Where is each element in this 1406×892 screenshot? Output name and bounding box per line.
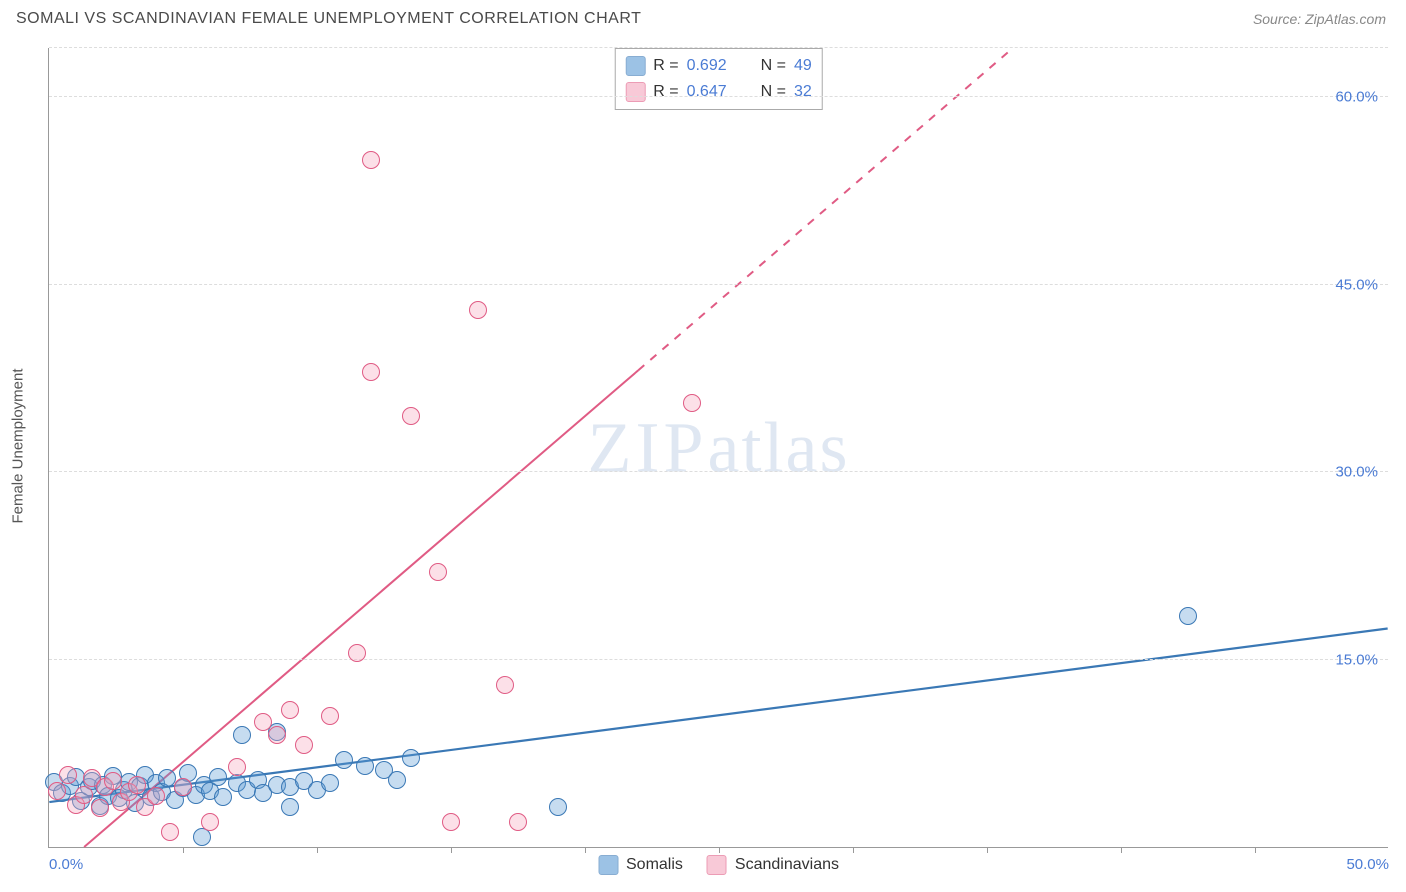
trend-lines-layer bbox=[49, 48, 1388, 847]
scatter-point-somalis bbox=[1179, 607, 1197, 625]
scatter-point-scandinavians bbox=[295, 736, 313, 754]
xtick bbox=[1255, 847, 1256, 853]
stats-row-somalis: R = 0.692 N = 49 bbox=[625, 53, 812, 79]
chart-source: Source: ZipAtlas.com bbox=[1253, 11, 1386, 27]
legend-item-somalis: Somalis bbox=[598, 855, 683, 875]
scatter-point-scandinavians bbox=[161, 823, 179, 841]
scatter-point-scandinavians bbox=[201, 813, 219, 831]
scatter-point-somalis bbox=[388, 771, 406, 789]
scatter-point-somalis bbox=[214, 788, 232, 806]
scatter-point-scandinavians bbox=[442, 813, 460, 831]
scatter-point-scandinavians bbox=[59, 766, 77, 784]
scatter-point-somalis bbox=[209, 768, 227, 786]
stats-swatch-somalis bbox=[625, 56, 645, 76]
xtick-label: 50.0% bbox=[1346, 856, 1389, 873]
stats-swatch-scandinavians bbox=[625, 82, 645, 102]
scatter-point-scandinavians bbox=[509, 813, 527, 831]
xtick bbox=[987, 847, 988, 853]
legend-item-scandinavians: Scandinavians bbox=[707, 855, 839, 875]
xtick bbox=[451, 847, 452, 853]
scatter-point-scandinavians bbox=[362, 363, 380, 381]
scatter-point-somalis bbox=[233, 726, 251, 744]
gridline-h bbox=[49, 47, 1388, 48]
scatter-point-somalis bbox=[356, 757, 374, 775]
scatter-point-scandinavians bbox=[128, 776, 146, 794]
xtick bbox=[1121, 847, 1122, 853]
chart-plot-area: ZIPatlas R = 0.692 N = 49 R = 0.647 N = … bbox=[48, 48, 1388, 848]
correlation-stats-box: R = 0.692 N = 49 R = 0.647 N = 32 bbox=[614, 48, 823, 110]
scatter-point-scandinavians bbox=[91, 799, 109, 817]
xtick bbox=[183, 847, 184, 853]
scatter-point-somalis bbox=[549, 798, 567, 816]
xtick bbox=[719, 847, 720, 853]
ytick-label: 30.0% bbox=[1335, 464, 1378, 481]
scatter-point-scandinavians bbox=[75, 786, 93, 804]
scatter-point-somalis bbox=[321, 774, 339, 792]
y-axis-label: Female Unemployment bbox=[10, 368, 27, 523]
chart-title: SOMALI VS SCANDINAVIAN FEMALE UNEMPLOYME… bbox=[16, 10, 641, 28]
scatter-point-scandinavians bbox=[104, 772, 122, 790]
gridline-h bbox=[49, 96, 1388, 97]
scatter-point-scandinavians bbox=[268, 726, 286, 744]
gridline-h bbox=[49, 284, 1388, 285]
scatter-point-scandinavians bbox=[362, 151, 380, 169]
scatter-point-scandinavians bbox=[281, 701, 299, 719]
chart-header: SOMALI VS SCANDINAVIAN FEMALE UNEMPLOYME… bbox=[0, 0, 1406, 34]
xtick bbox=[585, 847, 586, 853]
scatter-point-somalis bbox=[335, 751, 353, 769]
scatter-point-scandinavians bbox=[496, 676, 514, 694]
ytick-label: 15.0% bbox=[1335, 651, 1378, 668]
scatter-point-somalis bbox=[281, 798, 299, 816]
scatter-point-scandinavians bbox=[321, 707, 339, 725]
stats-row-scandinavians: R = 0.647 N = 32 bbox=[625, 79, 812, 105]
scatter-point-somalis bbox=[402, 749, 420, 767]
gridline-h bbox=[49, 659, 1388, 660]
scatter-point-scandinavians bbox=[402, 407, 420, 425]
ytick-label: 60.0% bbox=[1335, 89, 1378, 106]
scatter-point-scandinavians bbox=[228, 758, 246, 776]
scatter-point-scandinavians bbox=[348, 644, 366, 662]
scatter-point-scandinavians bbox=[429, 563, 447, 581]
scatter-point-scandinavians bbox=[48, 782, 66, 800]
gridline-h bbox=[49, 471, 1388, 472]
xtick bbox=[317, 847, 318, 853]
ytick-label: 45.0% bbox=[1335, 276, 1378, 293]
scatter-point-scandinavians bbox=[469, 301, 487, 319]
scatter-point-scandinavians bbox=[147, 787, 165, 805]
legend-swatch-scandinavians bbox=[707, 855, 727, 875]
scatter-point-scandinavians bbox=[683, 394, 701, 412]
bottom-legend: Somalis Scandinavians bbox=[598, 855, 839, 875]
scatter-point-scandinavians bbox=[174, 778, 192, 796]
legend-swatch-somalis bbox=[598, 855, 618, 875]
xtick bbox=[853, 847, 854, 853]
xtick-label: 0.0% bbox=[49, 856, 83, 873]
